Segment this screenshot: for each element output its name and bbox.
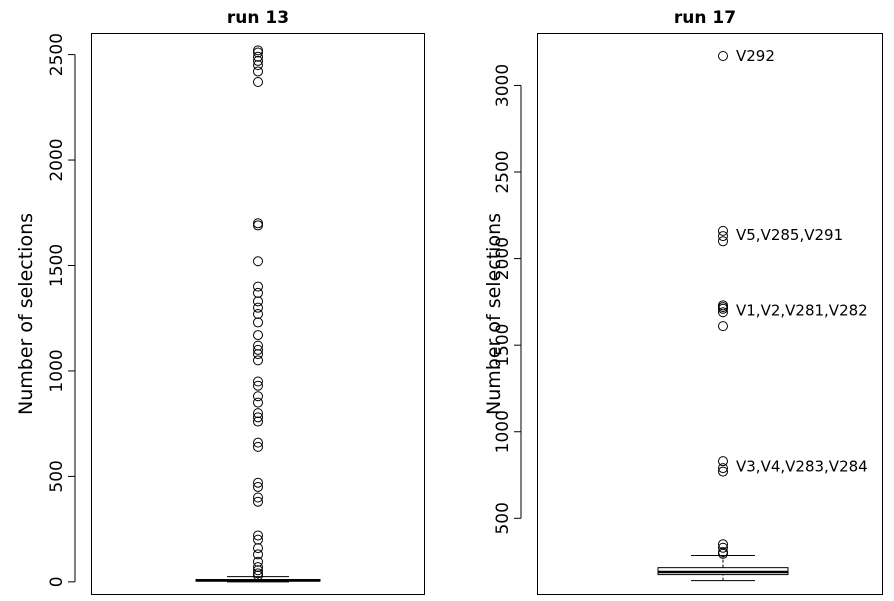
outlier-point: [253, 534, 263, 545]
outlier-group: [253, 45, 263, 581]
y-tick-label: 1500: [47, 244, 67, 287]
chart-run-17: run 17 500 1000 1500 2000 2500 3000 Number of…: [483, 8, 883, 595]
outlier-point: [718, 51, 728, 62]
outlier-point: [718, 456, 728, 467]
outlier-point: [253, 256, 263, 267]
outlier-point: [253, 441, 263, 452]
outlier-point: [718, 321, 728, 332]
plot-frame: [91, 33, 425, 595]
outlier-point: [718, 542, 728, 553]
outlier-point: [253, 317, 263, 328]
outlier-point: [253, 309, 263, 319]
y-tick-label: 2000: [47, 138, 67, 181]
outlier-point: [253, 340, 263, 351]
y-tick-label: 0: [47, 576, 67, 587]
y-tick-label: 1000: [493, 410, 513, 453]
outlier-point: [253, 543, 263, 554]
outlier-point: [718, 300, 728, 311]
outlier-point: [253, 380, 263, 391]
outlier-point: [253, 218, 263, 229]
outlier-annotation: V5,V285,V291: [736, 226, 843, 244]
outlier-point: [253, 66, 263, 77]
box-group: [195, 576, 321, 583]
outlier-point: [253, 60, 263, 71]
annotation-group: V292 V5,V285,V291 V1,V2,V281,V282 V3,V4,V28…: [736, 47, 868, 475]
outlier-point: [253, 349, 263, 360]
outlier-point: [253, 355, 263, 366]
outlier-point: [253, 562, 263, 573]
outlier-point: [253, 408, 263, 419]
outlier-point: [253, 530, 263, 541]
outlier-point: [253, 477, 263, 488]
outlier-point: [253, 556, 263, 567]
outlier-point: [253, 376, 263, 387]
outlier-point: [253, 565, 263, 576]
outlier-point: [253, 437, 263, 448]
outlier-point: [253, 568, 263, 579]
outlier-point: [253, 397, 263, 408]
outlier-point: [253, 51, 263, 62]
outlier-point: [253, 281, 263, 292]
outlier-point: [718, 231, 728, 242]
outlier-point: [718, 236, 728, 247]
outlier-point: [718, 466, 728, 477]
outlier-point: [718, 307, 728, 318]
chart-title: run 13: [227, 8, 289, 28]
outlier-annotation: V1,V2,V281,V282: [736, 302, 868, 320]
outlier-group: [718, 51, 728, 559]
y-tick-label: 2000: [493, 237, 513, 280]
outlier-point: [253, 77, 263, 88]
outlier-point: [253, 496, 263, 507]
plot-frame: [537, 33, 883, 595]
chart-title: run 17: [674, 8, 736, 28]
outlier-point: [253, 412, 263, 423]
outlier-point: [253, 416, 263, 427]
box-group: [657, 555, 789, 582]
outlier-point: [253, 55, 263, 66]
y-axis-label: Number of selections: [15, 213, 37, 415]
outlier-point: [253, 45, 263, 56]
outlier-point: [253, 391, 263, 402]
outlier-point: [253, 220, 263, 231]
outlier-point: [253, 287, 263, 298]
y-tick-label: 1000: [47, 349, 67, 392]
y-tick-label: 1500: [493, 324, 513, 367]
outlier-point: [253, 302, 263, 313]
outlier-annotation: V292: [736, 47, 775, 65]
y-axis-label: Number of selections: [483, 213, 505, 415]
outlier-point: [253, 549, 263, 560]
y-tick-label: 2500: [493, 150, 513, 193]
y-tick-label: 500: [47, 460, 67, 492]
outlier-point: [718, 225, 728, 236]
y-tick-label: 3000: [493, 64, 513, 107]
outlier-annotation: V3,V4,V283,V284: [736, 457, 868, 475]
outlier-point: [253, 481, 263, 492]
y-tick-label: 500: [493, 502, 513, 534]
outlier-point: [718, 539, 728, 550]
outlier-point: [253, 492, 263, 503]
y-tick-label: 2500: [47, 33, 67, 76]
outlier-point: [253, 330, 263, 341]
chart-run-13: run 13 0 500 1000 1500 2000 2500 Number of se…: [15, 8, 425, 595]
y-ticks: 0 500 1000 1500 2000 2500: [47, 33, 75, 587]
outlier-point: [718, 463, 728, 474]
outlier-point: [718, 547, 728, 558]
outlier-point: [253, 296, 263, 307]
outlier-point: [253, 344, 263, 355]
y-ticks: 500 1000 1500 2000 2500 3000: [493, 64, 521, 535]
